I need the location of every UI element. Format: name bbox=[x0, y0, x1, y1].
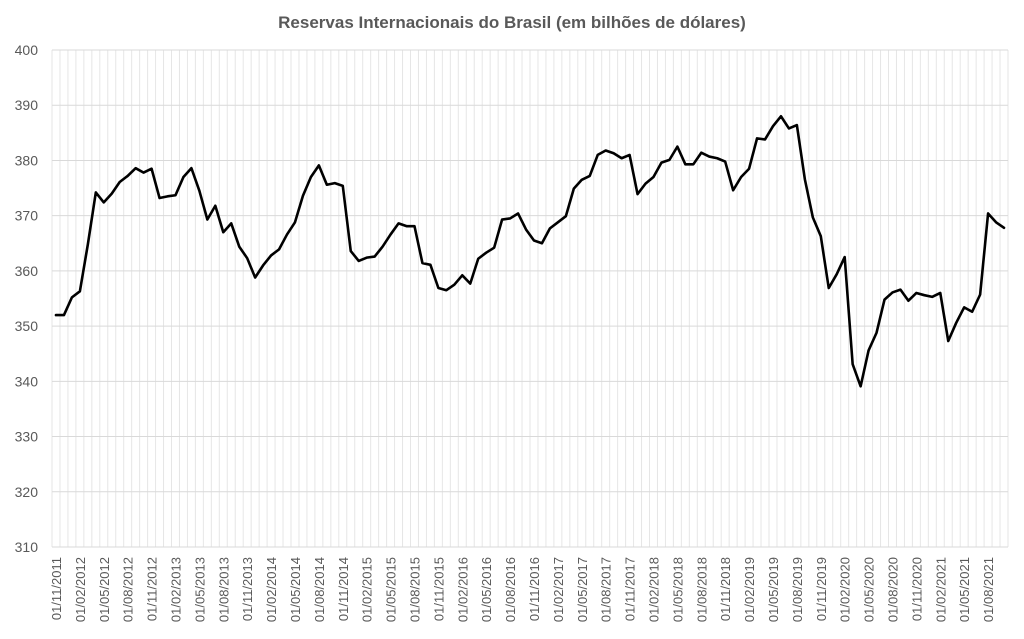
y-tick-label: 310 bbox=[15, 539, 39, 555]
y-tick-label: 370 bbox=[15, 208, 39, 224]
x-tick-label: 01/11/2014 bbox=[336, 557, 351, 621]
x-tick-label: 01/11/2011 bbox=[49, 557, 64, 620]
series-line-reservas bbox=[54, 114, 1006, 388]
x-tick-label: 01/05/2013 bbox=[192, 557, 207, 622]
x-tick-label: 01/08/2020 bbox=[885, 557, 900, 622]
x-tick-label: 01/05/2012 bbox=[97, 557, 112, 622]
plot-area bbox=[54, 114, 1006, 388]
x-tick-label: 01/08/2018 bbox=[694, 557, 709, 622]
x-tick-label: 01/02/2020 bbox=[838, 557, 853, 622]
x-tick-label: 01/05/2018 bbox=[670, 557, 685, 622]
x-tick-label: 01/05/2016 bbox=[479, 557, 494, 622]
x-tick-label: 01/05/2021 bbox=[957, 557, 972, 622]
x-tick-label: 01/11/2016 bbox=[527, 557, 542, 621]
y-tick-label: 360 bbox=[15, 263, 39, 279]
x-tick-label: 01/08/2014 bbox=[312, 557, 327, 622]
x-tick-label: 01/11/2015 bbox=[431, 557, 446, 621]
y-tick-label: 390 bbox=[15, 97, 39, 113]
x-tick-label: 01/05/2020 bbox=[862, 557, 877, 622]
x-tick-label: 01/08/2021 bbox=[981, 557, 996, 622]
y-tick-label: 400 bbox=[15, 42, 39, 58]
x-tick-label: 01/02/2021 bbox=[933, 557, 948, 622]
x-tick-label: 01/11/2019 bbox=[814, 557, 829, 621]
x-tick-label: 01/02/2014 bbox=[264, 557, 279, 622]
y-axis: 310 320 330 340 350 360 370 380 390 400 bbox=[15, 42, 39, 555]
x-tick-label: 01/11/2018 bbox=[718, 557, 733, 621]
x-tick-label: 01/02/2019 bbox=[742, 557, 757, 622]
y-tick-label: 380 bbox=[15, 152, 39, 168]
x-tick-label: 01/08/2012 bbox=[121, 557, 136, 622]
x-tick-label: 01/08/2013 bbox=[216, 557, 231, 622]
y-tick-label: 330 bbox=[15, 429, 39, 445]
x-tick-label: 01/11/2017 bbox=[623, 557, 638, 621]
x-tick-label: 01/02/2016 bbox=[455, 557, 470, 622]
chart-grid bbox=[51, 49, 1009, 548]
chart-title: Reservas Internacionais do Brasil (em bi… bbox=[278, 13, 746, 32]
x-tick-label: 01/05/2014 bbox=[288, 557, 303, 622]
x-tick-label: 01/08/2017 bbox=[599, 557, 614, 622]
x-tick-label: 01/02/2017 bbox=[551, 557, 566, 622]
x-tick-label: 01/02/2015 bbox=[360, 557, 375, 622]
x-axis: 01/11/2011 01/02/2012 01/05/2012 01/08/2012… bbox=[49, 557, 996, 622]
y-tick-label: 320 bbox=[15, 484, 39, 500]
x-tick-label: 01/05/2015 bbox=[384, 557, 399, 622]
x-tick-label: 01/02/2012 bbox=[73, 557, 88, 622]
x-tick-label: 01/11/2012 bbox=[145, 557, 160, 621]
x-tick-label: 01/11/2020 bbox=[909, 557, 924, 621]
x-tick-label: 01/08/2016 bbox=[503, 557, 518, 622]
x-tick-label: 01/08/2015 bbox=[407, 557, 422, 622]
x-tick-label: 01/05/2019 bbox=[766, 557, 781, 622]
y-tick-label: 350 bbox=[15, 318, 39, 334]
x-tick-label: 01/05/2017 bbox=[575, 557, 590, 622]
x-tick-label: 01/11/2013 bbox=[240, 557, 255, 621]
x-tick-label: 01/02/2013 bbox=[168, 557, 183, 622]
x-tick-label: 01/02/2018 bbox=[646, 557, 661, 622]
y-tick-label: 340 bbox=[15, 373, 39, 389]
x-tick-label: 01/08/2019 bbox=[790, 557, 805, 622]
